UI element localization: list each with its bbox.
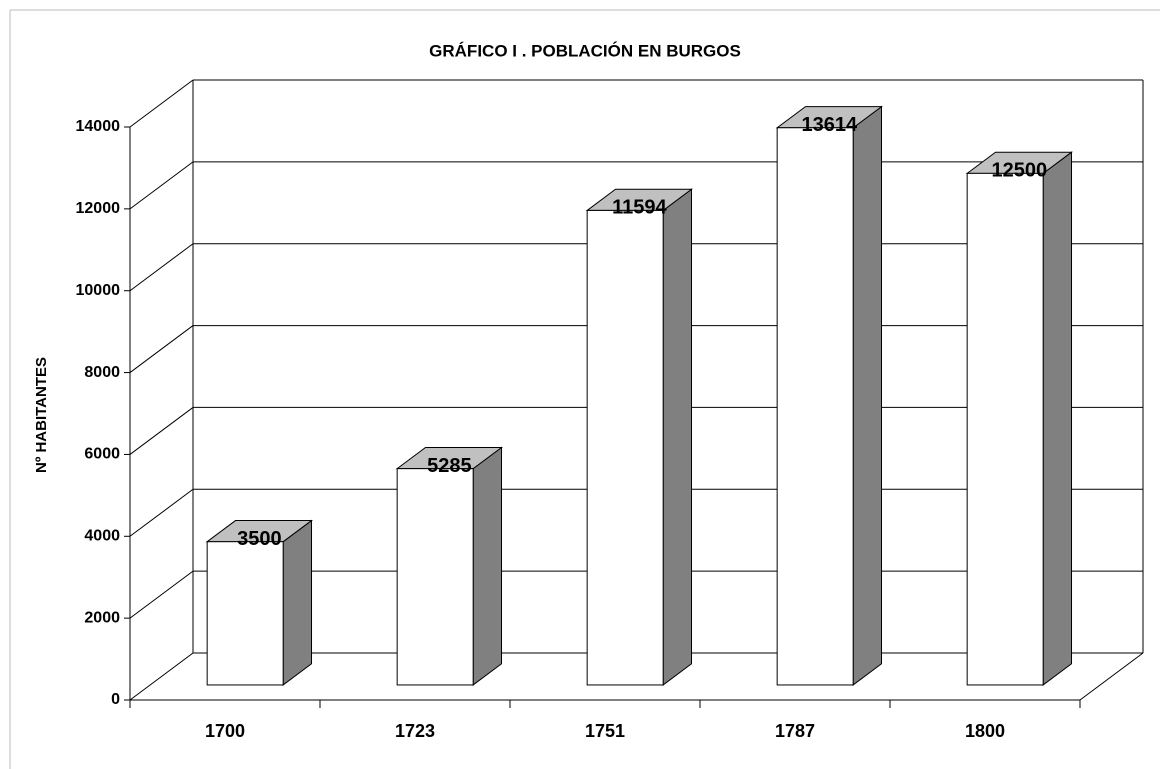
grid-line: [129, 652, 194, 701]
y-tick-label: 6000: [84, 446, 120, 463]
bar: [396, 468, 474, 686]
grid-line: [129, 79, 194, 128]
bar-side: [472, 446, 503, 686]
data-label: 12500: [992, 160, 1048, 182]
data-label: 3500: [237, 528, 282, 550]
data-label: 11594: [612, 197, 667, 219]
x-tick-label: 1787: [775, 721, 815, 741]
y-tick-label: 4000: [84, 528, 120, 545]
x-tick-label: 1700: [205, 721, 245, 741]
bar: [966, 172, 1044, 686]
grid-line: [129, 407, 194, 455]
bar-side: [852, 105, 883, 686]
grid-line: [129, 570, 194, 619]
y-tick-label: 8000: [84, 364, 120, 381]
grid-line: [129, 243, 194, 292]
grid-line: [129, 488, 194, 537]
bar: [206, 541, 284, 686]
bar-side: [282, 519, 313, 686]
bar-side: [662, 188, 693, 686]
chart-title: GRÁFICO I . POBLACIÓN EN BURGOS: [429, 41, 741, 60]
x-tick-label: 1800: [965, 721, 1005, 741]
y-tick-label: 12000: [76, 200, 121, 217]
y-axis-label: Nº HABITANTES: [33, 357, 50, 473]
y-tick-label: 14000: [76, 118, 121, 135]
y-tick-label: 10000: [76, 282, 121, 299]
x-tick-label: 1751: [585, 721, 625, 741]
bar-side: [1042, 151, 1073, 686]
x-tick-label: 1723: [395, 721, 435, 741]
grid-line: [129, 325, 194, 373]
y-tick-label: 2000: [84, 609, 120, 626]
bar: [586, 209, 664, 686]
floor-edge: [1079, 652, 1144, 701]
grid-line: [129, 161, 194, 210]
data-label: 13614: [802, 114, 858, 136]
data-label: 5285: [427, 455, 472, 477]
bar: [776, 127, 854, 686]
y-tick-label: 0: [111, 691, 120, 708]
